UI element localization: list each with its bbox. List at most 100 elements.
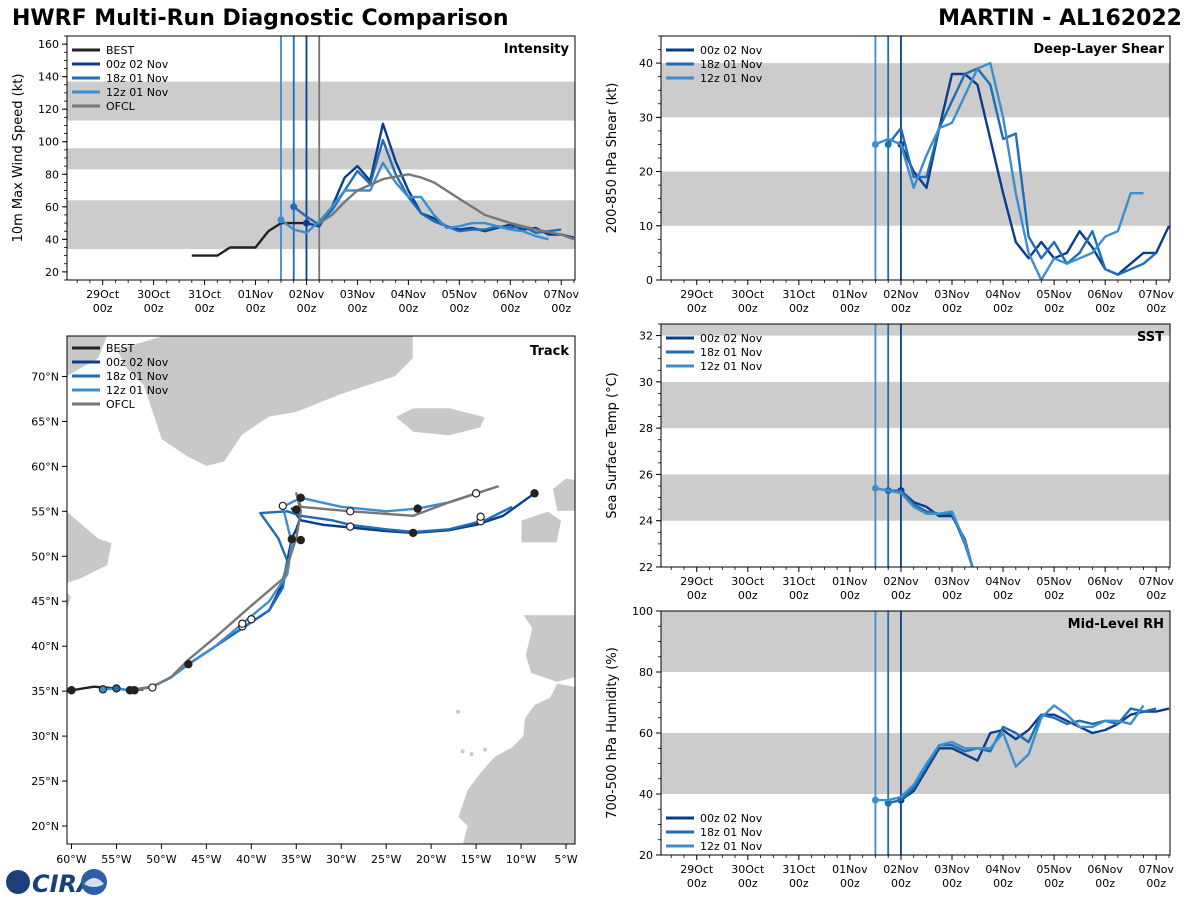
panel-title: Mid-Level RH bbox=[1068, 617, 1164, 632]
legend-label: 12z 01 Nov bbox=[700, 360, 763, 373]
y-tick-label: 24 bbox=[639, 515, 653, 528]
chart-rh: 20 40 60 80 100 29Oct 00z 30Oct 00z 31Oct 00z 01Nov… bbox=[605, 605, 1174, 890]
legend-label: 00z 02 Nov bbox=[106, 356, 169, 369]
x-tick-label: 50°W bbox=[146, 853, 176, 866]
x-tick-label: 04Nov 00z bbox=[985, 288, 1021, 315]
x-tick-label: 30Oct 00z bbox=[731, 288, 765, 315]
baffin-landmass bbox=[67, 336, 108, 377]
track-position-marker bbox=[408, 528, 418, 538]
x-tick-label: 29Oct 00z bbox=[680, 288, 714, 315]
x-tick-label: 04Nov 00z bbox=[985, 575, 1021, 602]
track-position-marker bbox=[413, 504, 422, 513]
greenland-landmass bbox=[115, 336, 414, 467]
y-tick-label: 20°N bbox=[31, 820, 59, 833]
legend-label: BEST bbox=[106, 44, 134, 57]
track-position-marker bbox=[184, 659, 193, 669]
x-tick-label: 06Nov 00z bbox=[1087, 288, 1123, 315]
y-axis-label: 700-500 hPa Humidity (%) bbox=[605, 647, 620, 819]
y-axis-label: 200-850 hPa Shear (kt) bbox=[605, 83, 620, 234]
x-tick-label: 03Nov 00z bbox=[934, 863, 970, 890]
y-axis-label: 10m Max Wind Speed (kt) bbox=[11, 74, 26, 243]
series-start-point bbox=[290, 203, 298, 211]
x-tick-label: 60°W bbox=[56, 853, 86, 866]
y-tick-label: 40 bbox=[639, 57, 653, 70]
x-tick-label: 20°W bbox=[416, 853, 446, 866]
y-tick-label: 35°N bbox=[31, 685, 59, 698]
x-tick-label: 03Nov 00z bbox=[340, 288, 376, 315]
panel-title: Deep-Layer Shear bbox=[1033, 42, 1164, 57]
track-position-marker bbox=[67, 686, 76, 695]
x-tick-label: 31Oct 00z bbox=[782, 288, 816, 315]
legend-label: 18z 01 Nov bbox=[106, 72, 169, 85]
legend-label: 00z 02 Nov bbox=[700, 812, 763, 825]
legend-label: 12z 01 Nov bbox=[106, 86, 169, 99]
track-position-marker bbox=[530, 489, 539, 498]
chart-track: 60°W 55°W 50°W 45°W 40°W 35°W 30°W 25°W 20°W 15°W… bbox=[31, 335, 578, 866]
y-tick-label: 80 bbox=[639, 666, 653, 679]
y-tick-label: 70°N bbox=[31, 370, 59, 383]
panel-title: Intensity bbox=[504, 42, 570, 57]
y-tick-label: 30 bbox=[639, 111, 653, 124]
x-tick-label: 07Nov 00z bbox=[544, 288, 580, 315]
track-position-marker bbox=[287, 535, 296, 544]
shaded-band bbox=[67, 148, 575, 170]
y-tick-label: 25°N bbox=[31, 775, 59, 788]
x-tick-label: 31Oct 00z bbox=[188, 288, 222, 315]
x-tick-label: 5°W bbox=[554, 853, 577, 866]
x-tick-label: 03Nov 00z bbox=[934, 575, 970, 602]
x-tick-label: 30°W bbox=[326, 853, 356, 866]
track-line-ofcl bbox=[134, 485, 499, 692]
storm-title: MARTIN - AL162022 bbox=[938, 6, 1182, 31]
y-tick-label: 20 bbox=[639, 849, 653, 862]
nova-scotia-landmass bbox=[67, 591, 72, 611]
y-tick-label: 55°N bbox=[31, 505, 59, 518]
series-start-point bbox=[277, 216, 285, 224]
track-position-marker bbox=[278, 501, 287, 511]
legend-label: 12z 01 Nov bbox=[106, 384, 169, 397]
series-line-12z-01-nov bbox=[280, 161, 549, 241]
x-tick-label: 04Nov 00z bbox=[985, 863, 1021, 890]
x-tick-label: 07Nov 00z bbox=[1138, 288, 1174, 315]
x-tick-label: 02Nov 00z bbox=[883, 863, 919, 890]
island bbox=[460, 749, 465, 754]
x-tick-label: 29Oct 00z bbox=[680, 575, 714, 602]
legend-label: 00z 02 Nov bbox=[700, 44, 763, 57]
series-line-12z-01-nov bbox=[875, 487, 974, 567]
x-tick-label: 30Oct 00z bbox=[731, 863, 765, 890]
track-position-marker bbox=[346, 522, 355, 531]
track-position-marker bbox=[247, 615, 256, 624]
series-line-ofcl bbox=[318, 173, 575, 241]
track-position-marker bbox=[292, 505, 301, 514]
x-tick-label: 45°W bbox=[191, 853, 221, 866]
series-start-point bbox=[302, 219, 310, 227]
y-tick-label: 28 bbox=[639, 422, 653, 435]
track-position-marker bbox=[296, 535, 305, 545]
y-axis-label: Sea Surface Temp (°C) bbox=[605, 372, 620, 519]
series-start-point bbox=[871, 484, 879, 492]
scotland-landmass bbox=[552, 477, 575, 512]
chart-sst: 22 24 26 28 30 32 29Oct 00z 30Oct 00z 31Oct 00z 01No… bbox=[605, 323, 1174, 602]
legend-label: 18z 01 Nov bbox=[106, 370, 169, 383]
x-tick-label: 01Nov 00z bbox=[832, 575, 868, 602]
x-tick-label: 29Oct 00z bbox=[680, 863, 714, 890]
series-line-12z-01-nov bbox=[875, 704, 1145, 802]
y-tick-label: 20 bbox=[639, 166, 653, 179]
legend-label: 12z 01 Nov bbox=[700, 72, 763, 85]
y-tick-label: 26 bbox=[639, 468, 653, 481]
track-line-12z-01-nov bbox=[102, 492, 477, 692]
y-tick-label: 60°N bbox=[31, 460, 59, 473]
track-position-marker bbox=[346, 507, 355, 516]
y-tick-label: 140 bbox=[38, 71, 59, 84]
track-position-marker bbox=[296, 493, 305, 503]
y-tick-label: 50°N bbox=[31, 550, 59, 563]
x-tick-label: 02Nov 00z bbox=[883, 288, 919, 315]
plot-frame bbox=[660, 323, 1171, 568]
x-tick-label: 30Oct 00z bbox=[731, 575, 765, 602]
series-line-00z-02-nov bbox=[900, 707, 1170, 802]
plot-frame bbox=[66, 335, 576, 845]
x-tick-label: 06Nov 00z bbox=[493, 288, 529, 315]
